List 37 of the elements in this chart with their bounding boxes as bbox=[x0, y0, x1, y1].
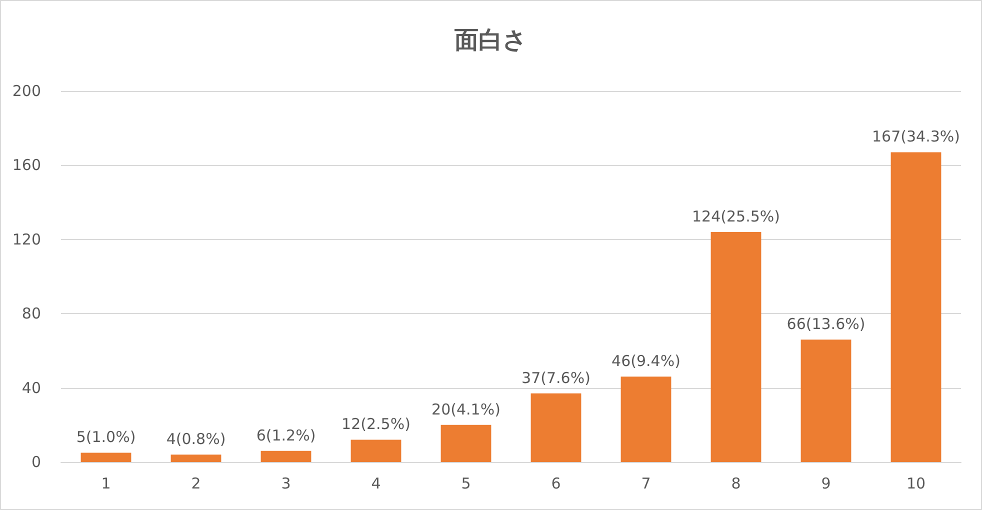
data-label: 66(13.6%) bbox=[786, 315, 866, 334]
y-tick-label: 0 bbox=[31, 453, 41, 471]
x-tick-label: 9 bbox=[821, 474, 831, 492]
x-tick-label: 8 bbox=[731, 474, 741, 492]
data-label: 4(0.8%) bbox=[166, 430, 226, 448]
data-label: 20(4.1%) bbox=[432, 400, 500, 418]
chart-title: 面白さ bbox=[454, 26, 528, 54]
bar bbox=[890, 152, 942, 462]
y-tick-label: 200 bbox=[12, 82, 41, 100]
x-tick-label: 2 bbox=[191, 474, 201, 492]
bar bbox=[440, 424, 492, 462]
x-tick-label: 7 bbox=[641, 474, 651, 492]
x-tick-label: 5 bbox=[461, 474, 471, 492]
x-tick-label: 3 bbox=[281, 474, 291, 492]
bar bbox=[170, 454, 222, 462]
data-label: 12(2.5%) bbox=[342, 415, 410, 434]
data-label: 37(7.6%) bbox=[522, 368, 590, 387]
data-label: 5(1.0%) bbox=[76, 428, 136, 446]
data-label: 167(34.3%) bbox=[872, 128, 960, 146]
bar bbox=[800, 340, 852, 462]
data-label: 124(25.5%) bbox=[692, 207, 780, 226]
y-tick-label: 80 bbox=[22, 304, 41, 323]
bar bbox=[530, 393, 582, 462]
y-tick-label: 40 bbox=[22, 378, 41, 397]
x-tick-label: 6 bbox=[551, 474, 561, 492]
x-tick-label: 4 bbox=[371, 474, 381, 492]
bar bbox=[80, 452, 132, 462]
bar bbox=[260, 450, 312, 462]
data-label: 6(1.2%) bbox=[256, 426, 316, 444]
bar bbox=[710, 232, 762, 462]
y-tick-label: 120 bbox=[12, 230, 41, 248]
x-tick-label: 1 bbox=[101, 474, 111, 492]
x-tick-label: 10 bbox=[906, 474, 926, 492]
bar bbox=[350, 440, 402, 462]
bar bbox=[620, 376, 672, 462]
data-label: 46(9.4%) bbox=[612, 352, 680, 370]
y-tick-label: 160 bbox=[12, 156, 41, 174]
